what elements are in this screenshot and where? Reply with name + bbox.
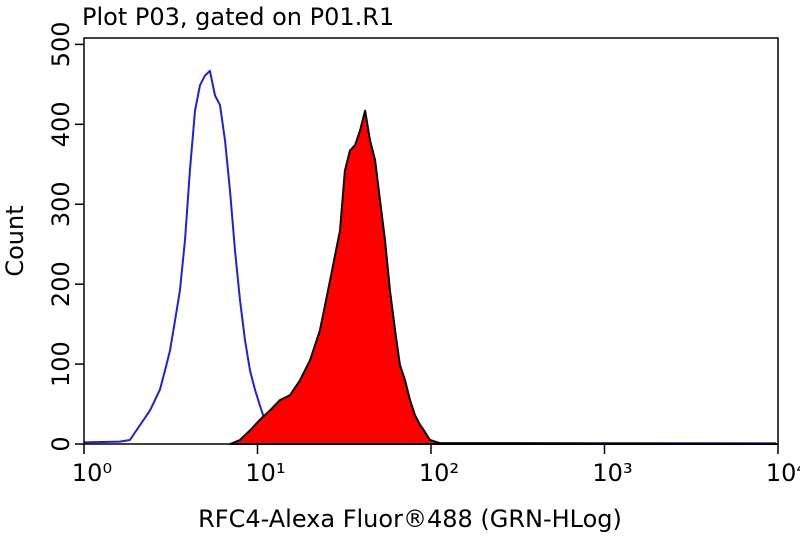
chart-title: Plot P03, gated on P01.R1 — [82, 3, 394, 31]
y-tick-label: 300 — [47, 181, 75, 227]
y-tick-label: 100 — [47, 341, 75, 387]
x-tick-label: 10⁰ — [72, 459, 112, 487]
x-tick-label: 10² — [419, 459, 459, 487]
y-tick-label: 200 — [47, 261, 75, 307]
histogram-line — [83, 69, 777, 445]
plot-frame — [83, 37, 779, 445]
histogram-area — [229, 109, 778, 445]
y-tick-label: 0 — [47, 436, 75, 451]
x-axis-label: RFC4-Alexa Fluor®488 (GRN-HLog) — [198, 505, 622, 533]
x-tick-label: 10³ — [592, 459, 632, 487]
x-tick-label: 10⁴ — [766, 459, 800, 487]
x-tick-label: 10¹ — [245, 459, 285, 487]
y-tick-label: 400 — [47, 101, 75, 147]
y-axis-label: Count — [1, 205, 29, 276]
y-tick-label: 500 — [47, 21, 75, 67]
